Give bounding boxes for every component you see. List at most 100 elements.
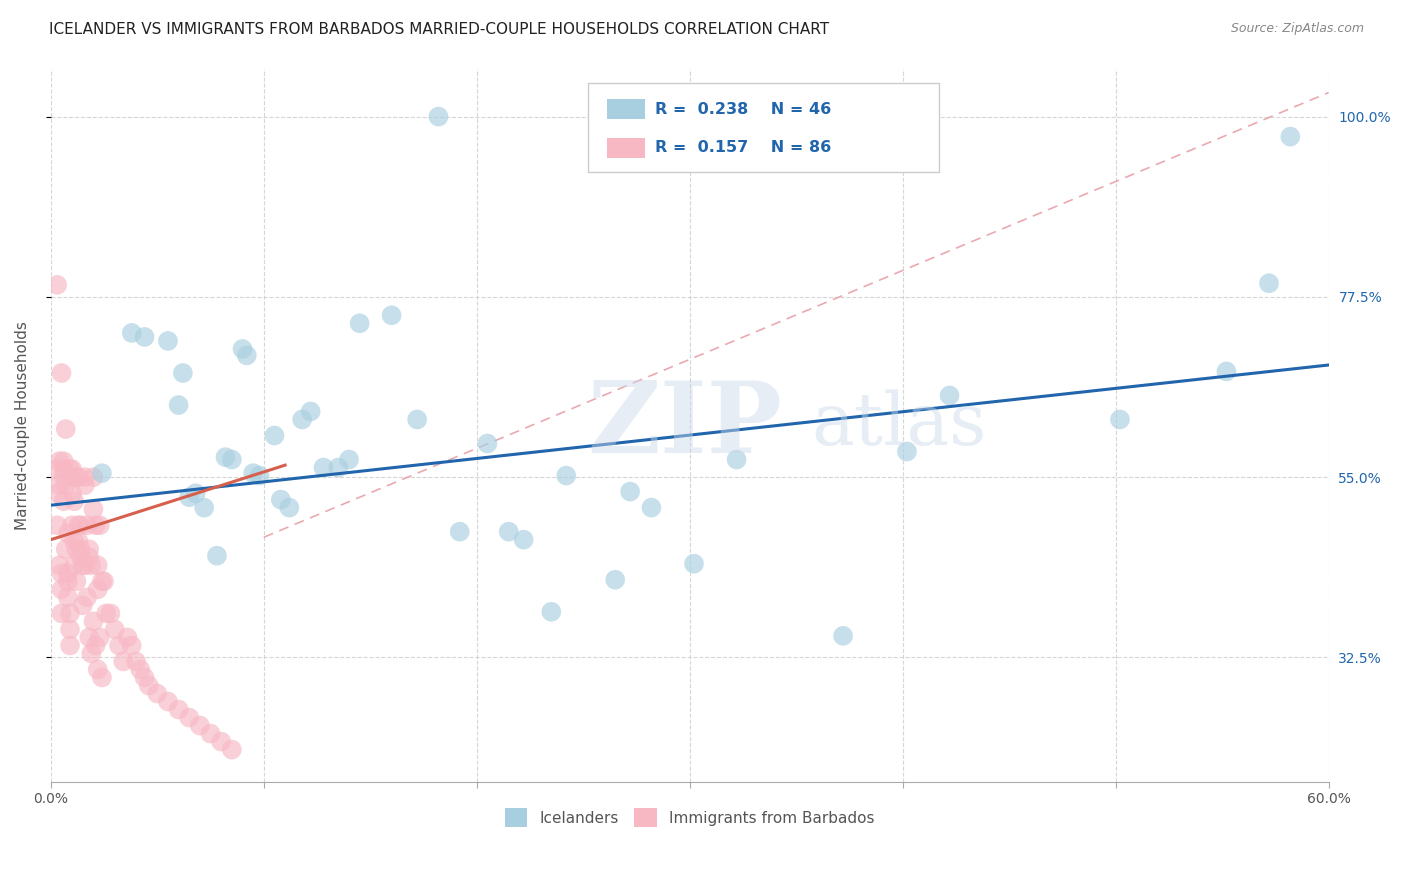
Point xyxy=(138,679,160,693)
Point xyxy=(125,655,148,669)
Point xyxy=(270,492,292,507)
Point xyxy=(46,518,69,533)
Point xyxy=(512,533,534,547)
Point xyxy=(65,542,87,557)
FancyBboxPatch shape xyxy=(606,137,645,158)
Point xyxy=(82,470,104,484)
Point xyxy=(156,694,179,708)
Point xyxy=(89,518,111,533)
Point xyxy=(52,454,75,468)
Point xyxy=(76,518,98,533)
Point xyxy=(249,468,271,483)
Point xyxy=(82,502,104,516)
Point xyxy=(55,478,77,492)
Point xyxy=(1258,277,1281,291)
Point xyxy=(725,452,748,467)
Point xyxy=(1215,364,1237,378)
Point xyxy=(640,500,662,515)
Point xyxy=(172,366,194,380)
Point xyxy=(337,452,360,467)
Point xyxy=(65,574,87,589)
Point xyxy=(91,671,114,685)
Point xyxy=(77,631,100,645)
Point xyxy=(69,518,91,533)
Point xyxy=(69,550,91,565)
Point xyxy=(832,629,855,643)
Point xyxy=(91,466,114,480)
Point xyxy=(179,710,201,724)
Text: atlas: atlas xyxy=(811,390,987,460)
Text: Source: ZipAtlas.com: Source: ZipAtlas.com xyxy=(1230,22,1364,36)
Point xyxy=(349,316,371,330)
Point xyxy=(67,534,90,549)
Point xyxy=(80,558,103,573)
Point xyxy=(112,655,135,669)
Point xyxy=(59,607,82,621)
Point xyxy=(91,574,114,589)
Point xyxy=(896,444,918,458)
Point xyxy=(134,671,156,685)
Point xyxy=(184,486,207,500)
Point xyxy=(209,734,232,748)
Point xyxy=(205,549,228,563)
Point xyxy=(188,718,211,732)
Point xyxy=(59,623,82,637)
Legend: Icelanders, Immigrants from Barbados: Icelanders, Immigrants from Barbados xyxy=(496,801,883,835)
Point xyxy=(117,631,139,645)
Point xyxy=(406,412,429,426)
Point xyxy=(93,574,115,589)
Point xyxy=(69,542,91,557)
Text: ICELANDER VS IMMIGRANTS FROM BARBADOS MARRIED-COUPLE HOUSEHOLDS CORRELATION CHAR: ICELANDER VS IMMIGRANTS FROM BARBADOS MA… xyxy=(49,22,830,37)
FancyBboxPatch shape xyxy=(588,83,939,172)
Point xyxy=(200,726,222,740)
Point xyxy=(134,330,156,344)
Point xyxy=(236,348,259,362)
Point xyxy=(56,526,79,541)
Point xyxy=(46,277,69,292)
Point xyxy=(73,470,96,484)
Point xyxy=(82,615,104,629)
Point xyxy=(51,366,73,380)
Point xyxy=(67,518,90,533)
Point xyxy=(449,524,471,539)
Point xyxy=(63,494,86,508)
Point xyxy=(299,404,322,418)
Point xyxy=(381,308,404,322)
Point xyxy=(619,484,641,499)
Text: R =  0.238    N = 46: R = 0.238 N = 46 xyxy=(655,102,831,117)
Point xyxy=(73,478,96,492)
Point xyxy=(48,454,70,468)
Point xyxy=(683,557,706,571)
Point xyxy=(121,326,143,340)
Point xyxy=(60,462,83,476)
Point xyxy=(100,607,122,621)
Point xyxy=(86,582,108,597)
Point xyxy=(59,639,82,653)
Point xyxy=(96,607,118,621)
Point xyxy=(555,468,578,483)
Point xyxy=(80,647,103,661)
Point xyxy=(52,494,75,508)
Point xyxy=(193,500,215,515)
Point xyxy=(328,460,350,475)
Point xyxy=(221,452,243,467)
Text: ZIP: ZIP xyxy=(588,376,782,474)
Point xyxy=(52,462,75,476)
Point xyxy=(59,462,82,476)
Point xyxy=(65,470,87,484)
Point xyxy=(48,478,70,492)
Point xyxy=(498,524,520,539)
Point xyxy=(77,542,100,557)
Point xyxy=(605,573,627,587)
Point xyxy=(231,342,253,356)
Point xyxy=(84,518,107,533)
Point xyxy=(1279,129,1302,144)
Point xyxy=(121,639,143,653)
Point xyxy=(84,639,107,653)
Point xyxy=(72,558,94,573)
Point xyxy=(60,518,83,533)
Point xyxy=(51,607,73,621)
Point xyxy=(55,542,77,557)
Point xyxy=(52,470,75,484)
Point xyxy=(48,558,70,573)
